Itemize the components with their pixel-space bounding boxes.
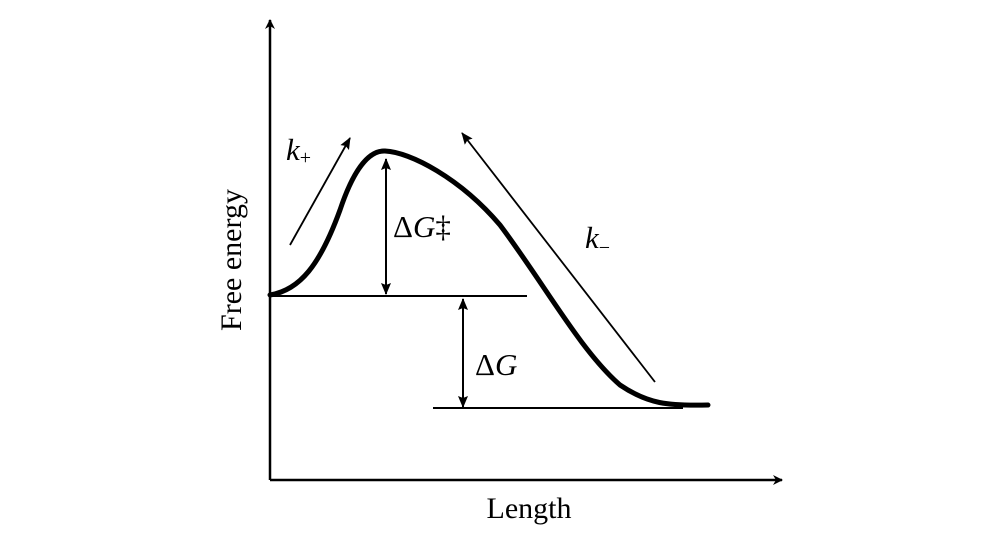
- x-axis-label: Length: [487, 492, 572, 525]
- forward-rate-arrow: [289, 137, 351, 246]
- k-minus-label: k−: [585, 220, 610, 259]
- k-plus-label: k+: [286, 132, 311, 169]
- barrier-label: ΔG‡: [393, 209, 451, 244]
- energy-curve: [267, 148, 711, 408]
- y-axis-label: Free energy: [215, 189, 248, 331]
- free-energy-change-label: ΔG: [475, 347, 517, 382]
- reverse-rate-arrow: [461, 132, 656, 383]
